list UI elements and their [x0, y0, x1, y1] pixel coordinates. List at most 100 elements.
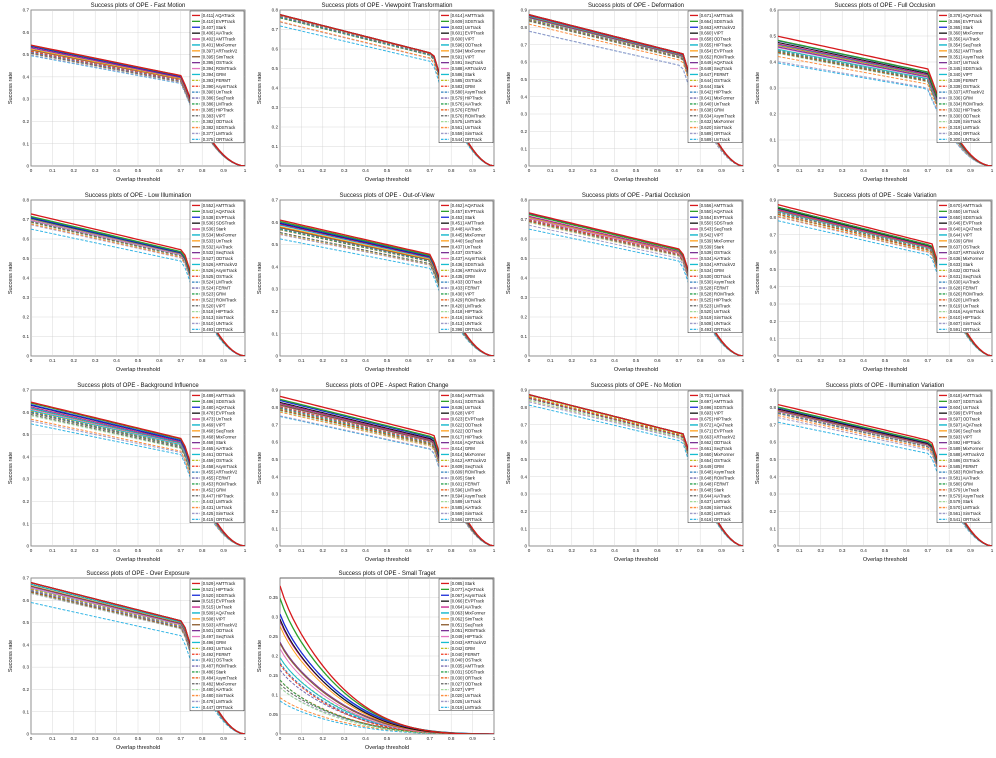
x-tick-label: 0.9 [220, 548, 227, 553]
legend-entry: [0.418] HIPTrack [451, 309, 484, 314]
x-tick-label: 0.5 [633, 168, 640, 173]
legend-entry: [0.569] SimTrack [451, 511, 484, 516]
x-tick-label: 0.2 [71, 168, 78, 173]
x-tick-label: 0.1 [298, 548, 305, 553]
legend-entry: [0.515] UnTrack [202, 605, 233, 610]
legend: [0.378] AQATrack[0.366] EVPTrack[0.365] … [936, 10, 992, 144]
legend-entry: [0.609] SDSTrack [451, 19, 486, 24]
y-tick-label: 0.1 [770, 336, 777, 341]
legend-entry: [0.607] SimTrack [949, 321, 982, 326]
y-tick-label: 0.1 [521, 526, 528, 531]
x-tick-label: 0.7 [925, 548, 932, 553]
legend-entry: [0.592] HIPTrack [949, 440, 982, 445]
legend-entry: [0.630] LMTrack [700, 511, 732, 516]
y-tick-label: 0 [524, 164, 527, 169]
legend-entry: [0.566] ORTrack [451, 517, 483, 522]
legend-entry: [0.401] MixFormer [202, 42, 237, 47]
y-tick-label: 0.4 [23, 642, 30, 647]
x-axis-label: Overlap threshold [863, 177, 907, 183]
x-tick-label: 0.9 [967, 548, 974, 553]
legend-entry: [0.641] MixFormer [700, 96, 735, 101]
x-axis-label: Overlap threshold [116, 745, 160, 751]
y-tick-label: 0.9 [521, 388, 528, 393]
x-tick-label: 0.5 [882, 168, 889, 173]
legend-entry: [0.648] ROMTrack [700, 476, 736, 481]
y-tick-label: 0.5 [272, 66, 279, 71]
legend-entry: [0.527] ODTrack [202, 256, 234, 261]
y-tick-label: 0.7 [770, 232, 777, 237]
x-tick-label: 0 [777, 548, 780, 553]
y-tick-label: 0 [773, 164, 776, 169]
x-tick-label: 0 [30, 168, 33, 173]
legend-entry: [0.497] SeqTrack [202, 634, 235, 639]
x-axis-label: Overlap threshold [614, 177, 658, 183]
y-tick-label: 0.6 [23, 598, 30, 603]
series-line [280, 686, 494, 734]
legend-entry: [0.622] ODTrack [451, 428, 483, 433]
x-tick-label: 0.7 [427, 736, 434, 741]
y-tick-label: 0 [26, 544, 29, 549]
legend-entry: [0.632] ODTrack [949, 268, 981, 273]
legend-entry: [0.452] GRM [202, 487, 227, 492]
y-tick-label: 0.8 [770, 405, 777, 410]
legend-entry: [0.588] ARTrackV2 [451, 66, 487, 71]
legend-entry: [0.671] AMTTrack [700, 13, 735, 18]
legend-entry: [0.051] ROMTrack [451, 628, 487, 633]
legend-entry: [0.576] FERMT [451, 107, 481, 112]
x-tick-label: 0.7 [178, 548, 185, 553]
legend-entry: [0.644] VIPT [949, 232, 973, 237]
legend-entry: [0.522] ROMTrack [202, 297, 238, 302]
x-tick-label: 0.6 [654, 548, 661, 553]
legend-entry: [0.063] MixFormer [451, 610, 486, 615]
legend-entry: [0.593] VIPT [949, 434, 973, 439]
legend-entry: [0.576] ROMTrack [451, 113, 487, 118]
x-tick-label: 0.3 [92, 358, 99, 363]
legend-entry: [0.365] Stark [949, 25, 974, 30]
legend-entry: [0.561] UnTrack [451, 125, 482, 130]
y-tick-label: 0 [26, 354, 29, 359]
legend-entry: [0.536] Stark [202, 227, 227, 232]
x-tick-label: 0.4 [113, 168, 120, 173]
x-tick-label: 0.1 [49, 736, 56, 741]
legend-entry: [0.636] UnTrack [451, 405, 482, 410]
y-tick-label: 0.3 [23, 665, 30, 670]
legend-entry: [0.447] ORTrack [202, 705, 234, 710]
legend-entry: [0.347] UnTrack [949, 60, 980, 65]
legend-entry: [0.043] ARTrackV2 [451, 640, 487, 645]
x-tick-label: 0 [528, 358, 531, 363]
y-tick-label: 0.6 [272, 47, 279, 52]
legend-entry: [0.030] ORTrack [451, 675, 483, 680]
x-axis-label: Overlap threshold [116, 367, 160, 373]
y-tick-label: 0.2 [521, 315, 528, 320]
x-tick-label: 0.4 [362, 168, 369, 173]
legend-entry: [0.509] AQATrack [202, 610, 236, 615]
x-tick-label: 0.5 [384, 168, 391, 173]
x-tick-label: 1 [493, 358, 496, 363]
legend-entry: [0.539] Stark [700, 244, 725, 249]
legend-entry: [0.620] LMTrack [949, 297, 981, 302]
x-tick-label: 0.9 [469, 358, 476, 363]
x-tick-label: 0.1 [298, 358, 305, 363]
x-tick-label: 0.8 [199, 358, 206, 363]
y-tick-label: 0.2 [272, 125, 279, 130]
legend-entry: [0.031] SDSTrack [451, 669, 486, 674]
legend-entry: [0.597] AQATrack [949, 422, 983, 427]
legend-entry: [0.539] OSTrack [700, 250, 732, 255]
legend-entry: [0.521] HIPTrack [202, 587, 235, 592]
legend-entry: [0.599] EVPTrack [949, 411, 983, 416]
legend-entry: [0.634] AsymTrack [700, 113, 736, 118]
legend-entry: [0.596] LMTrack [451, 487, 483, 492]
chart-title: Success plots of OPE - Fast Motion [91, 3, 186, 9]
success-plot-5: Success plots of OPE - Out-of-View 0 0.1 0.… [257, 193, 496, 373]
legend-entry: [0.610] HIPTrack [949, 315, 982, 320]
x-tick-label: 0.2 [320, 168, 327, 173]
legend-entry: [0.395] SimTrack [202, 54, 235, 59]
x-tick-label: 0.2 [569, 168, 576, 173]
legend-entry: [0.620] SimTrack [700, 125, 733, 130]
legend-entry: [0.661] SeqTrack [700, 446, 733, 451]
legend-entry: [0.382] ODTrack [202, 119, 234, 124]
y-tick-label: 0.9 [521, 8, 528, 13]
chart-title: Success plots of OPE - Scale Variation [833, 193, 936, 199]
legend-entry: [0.304] ORTrack [949, 131, 981, 136]
legend-entry: [0.526] AsymTrack [202, 268, 238, 273]
